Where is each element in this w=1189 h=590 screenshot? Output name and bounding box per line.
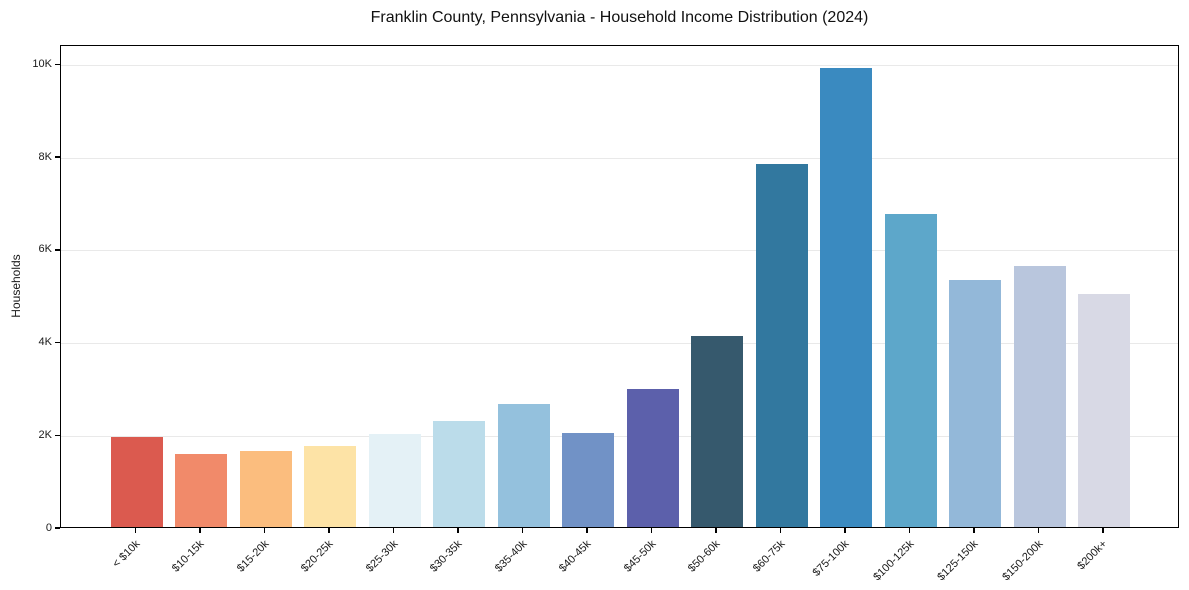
bar-75-100k [820, 68, 872, 527]
x-tick-mark [973, 528, 975, 533]
x-tick-mark [263, 528, 266, 533]
x-tick-label: < $10k [109, 538, 142, 571]
gridline-6K [61, 250, 1178, 252]
bar-10k [110, 436, 163, 527]
y-tick-label: 0 [45, 521, 52, 534]
bar-45-50k [626, 388, 679, 527]
y-tick-mark [55, 341, 60, 344]
bar-25-30k [368, 434, 421, 527]
bar-125-150k [949, 279, 1001, 527]
x-tick-mark [1037, 528, 1040, 533]
bar-100-125k [884, 213, 937, 527]
y-tick-label: 6K [38, 243, 52, 256]
x-tick-mark [521, 528, 524, 533]
x-tick-mark [650, 528, 653, 533]
y-tick-label: 4K [38, 336, 52, 349]
bar-10-15k [175, 453, 227, 527]
chart-title: Franklin County, Pennsylvania - Househol… [370, 9, 869, 26]
x-tick-mark [844, 528, 846, 533]
gridline-4K [61, 343, 1178, 345]
bar-30-35k [433, 421, 485, 527]
y-tick-mark [55, 63, 60, 66]
bar-60-75k [755, 163, 808, 527]
bar-150-200k [1013, 265, 1066, 527]
bar-50-60k [691, 335, 743, 527]
y-tick-mark [55, 527, 60, 529]
y-axis-label: Households [9, 254, 23, 318]
y-tick-mark [55, 156, 60, 158]
x-tick-mark [199, 528, 201, 533]
y-tick-label: 10K [32, 57, 52, 70]
x-tick-mark [392, 528, 395, 533]
x-tick-mark [134, 528, 137, 533]
x-tick-mark [457, 528, 459, 533]
x-tick-mark [586, 528, 588, 533]
x-tick-mark [908, 528, 911, 533]
gridline-2K [61, 435, 1178, 437]
x-tick-mark [715, 528, 717, 533]
gridline-10K [61, 64, 1178, 66]
bar-40-45k [562, 432, 614, 527]
bar-20-25k [304, 445, 356, 527]
y-tick-mark [55, 249, 60, 251]
x-tick-mark [328, 528, 330, 533]
y-tick-label: 8K [38, 150, 52, 163]
bar-200k [1078, 294, 1130, 527]
gridline-8K [61, 157, 1178, 159]
y-tick-label: 2K [38, 428, 52, 441]
plot-area [60, 45, 1179, 528]
y-tick-mark [55, 434, 60, 437]
x-tick-mark [1102, 528, 1104, 533]
bar-35-40k [497, 404, 550, 527]
bar-15-20k [239, 451, 292, 527]
x-tick-mark [779, 528, 782, 533]
